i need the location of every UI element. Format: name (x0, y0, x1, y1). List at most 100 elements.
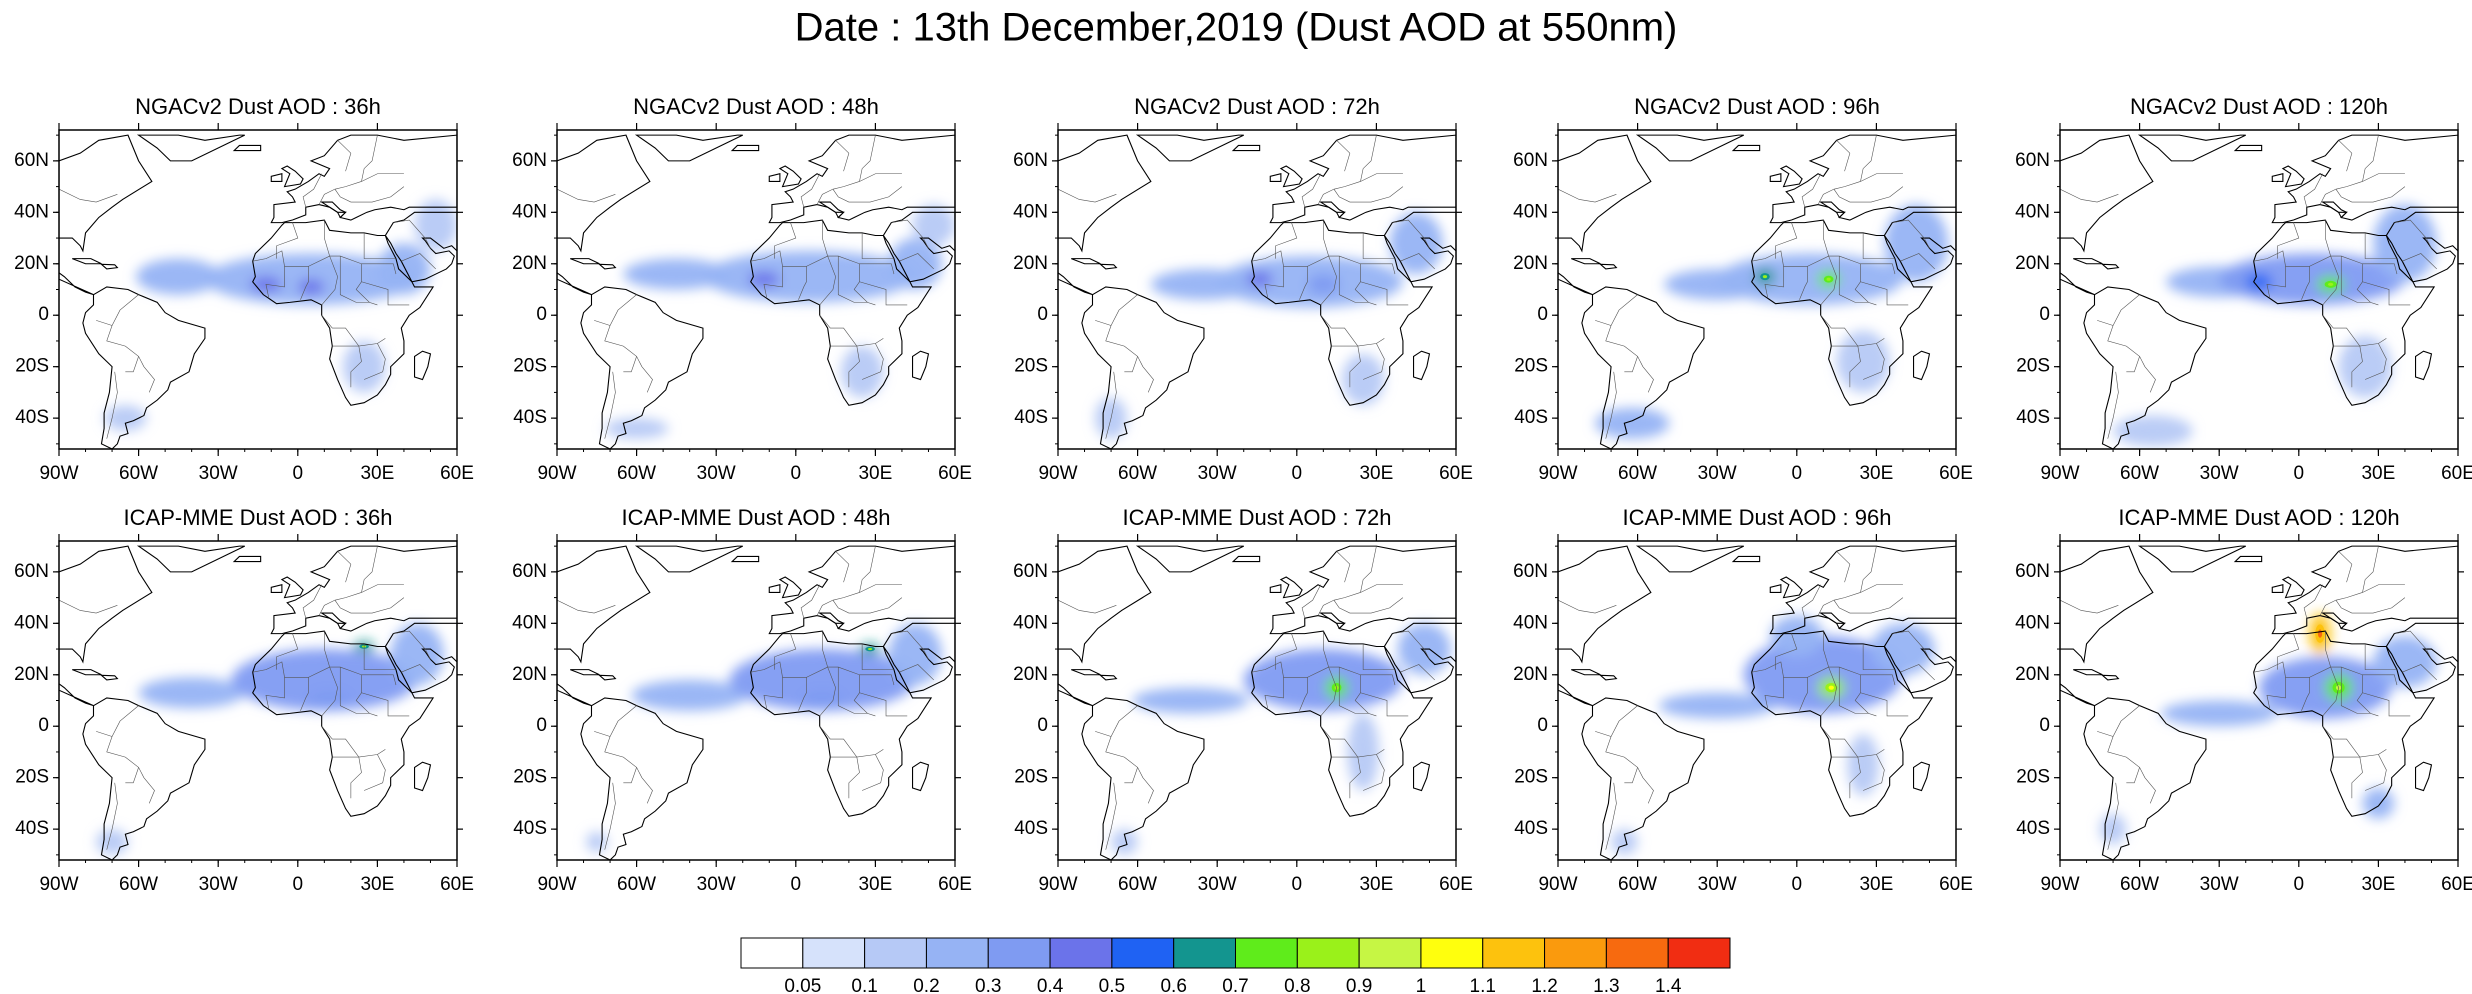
panel-title: ICAP-MME Dust AOD : 96h (1623, 505, 1892, 530)
lon-tick-label: 30E (2361, 874, 2395, 895)
colorbar-swatch (1049, 937, 1113, 969)
lat-tick-label: 20N (1013, 664, 1048, 685)
dust-plume (1770, 615, 1824, 657)
dust-field (2099, 613, 2437, 845)
dust-plume (631, 679, 749, 711)
dust-field (1595, 204, 1949, 439)
dust-hotspot-core (2317, 629, 2323, 638)
map-panel: ICAP-MME Dust AOD : 36h 60N 40N 20N 0 20S 40S 9… (14, 505, 474, 895)
map-panel: ICAP-MME Dust AOD : 72h 60N 40N 20N 0 20S 40S 9… (1013, 505, 1473, 895)
dust-plume (2245, 274, 2273, 290)
dust-plume (623, 258, 730, 290)
lat-tick-label: 0 (536, 715, 547, 736)
lat-tick-label: 20S (2016, 356, 2050, 377)
lat-tick-label: 60N (512, 150, 547, 171)
coastline (59, 544, 457, 860)
colorbar-swatch (1296, 937, 1360, 969)
lat-tick-label: 0 (2039, 715, 2050, 736)
lon-tick-label: 60E (440, 874, 474, 895)
colorbar-label: 1.1 (1470, 976, 1496, 994)
dust-hotspot-core (2327, 282, 2334, 286)
dust-plume (1611, 829, 1638, 855)
lon-tick-label: 30W (697, 463, 736, 484)
lon-tick-label: 0 (791, 463, 802, 484)
colorbar-label: 0.9 (1346, 976, 1372, 994)
lat-tick-label: 20N (1013, 253, 1048, 274)
lat-tick-label: 0 (38, 715, 49, 736)
map-frame (1057, 540, 1457, 861)
lat-tick-label: 20N (1513, 664, 1548, 685)
lat-tick-label: 0 (1037, 715, 1048, 736)
dust-plume (586, 831, 608, 853)
lon-tick-label: 60E (938, 874, 972, 895)
lon-tick-label: 60W (2120, 874, 2159, 895)
lon-tick-label: 30W (2200, 463, 2239, 484)
dust-plume (2219, 253, 2405, 305)
lon-tick-label: 60E (1939, 463, 1973, 484)
lon-tick-label: 0 (1792, 463, 1803, 484)
lon-tick-label: 90W (1038, 874, 1077, 895)
map-panel: NGACv2 Dust AOD : 36h 60N 40N 20N 0 20S 40S 90W… (14, 94, 474, 484)
lat-tick-label: 40S (1514, 407, 1548, 428)
dust-plume (1246, 271, 1273, 287)
lon-tick-label: 60W (1618, 463, 1657, 484)
dust-plume (297, 279, 325, 295)
lon-tick-label: 90W (537, 463, 576, 484)
lat-tick-label: 0 (2039, 304, 2050, 325)
lon-tick-label: 0 (791, 874, 802, 895)
lon-tick-label: 30E (360, 463, 394, 484)
lon-tick-label: 60W (1618, 874, 1657, 895)
lon-tick-label: 30W (199, 463, 238, 484)
lat-tick-label: 20S (1514, 356, 1548, 377)
colorbar-swatch (1544, 937, 1607, 969)
lon-tick-label: 30W (2200, 874, 2239, 895)
colorbar-swatch (1605, 937, 1669, 969)
colorbar-label: 0.1 (851, 976, 877, 994)
lon-tick-label: 30W (1198, 874, 1237, 895)
dust-plume (104, 405, 147, 431)
lat-tick-label: 0 (38, 304, 49, 325)
panel-title: ICAP-MME Dust AOD : 72h (1123, 505, 1392, 530)
lat-tick-label: 40N (512, 612, 547, 633)
lon-tick-label: 60W (1118, 874, 1157, 895)
lat-tick-label: 20S (1014, 767, 1048, 788)
colorbar-swatch (1111, 937, 1175, 969)
lat-tick-label: 60N (2015, 561, 2050, 582)
dust-plume (748, 271, 780, 287)
dust-plume (1389, 212, 1443, 275)
lat-tick-label: 40N (14, 201, 49, 222)
lon-tick-label: 30W (1198, 463, 1237, 484)
lat-tick-label: 40N (1513, 201, 1548, 222)
dust-plume (342, 340, 386, 393)
lon-tick-label: 90W (1538, 874, 1577, 895)
lat-tick-label: 60N (14, 150, 49, 171)
dust-plume (2373, 636, 2437, 688)
lon-tick-label: 30W (1698, 874, 1737, 895)
dust-hotspot-core (1826, 277, 1831, 281)
dust-plume (1871, 623, 1935, 675)
lat-tick-label: 40S (15, 407, 49, 428)
dust-plume (1341, 353, 1385, 406)
dust-plume (96, 829, 128, 855)
colorbar-label: 0.6 (1160, 976, 1186, 994)
dust-plume (840, 346, 884, 398)
lon-tick-label: 60W (2120, 463, 2159, 484)
colorbar-swatch (802, 937, 866, 969)
lon-tick-label: 30W (199, 874, 238, 895)
lon-tick-label: 0 (1292, 874, 1303, 895)
colorbar-label: 1 (1416, 976, 1427, 994)
dust-plume (1847, 733, 1880, 796)
dust-field (1095, 212, 1443, 439)
lon-tick-label: 60E (1439, 874, 1473, 895)
lat-tick-label: 0 (1537, 304, 1548, 325)
lat-tick-label: 40N (2015, 612, 2050, 633)
lat-tick-label: 40N (512, 201, 547, 222)
colorbar-label: 0.8 (1284, 976, 1310, 994)
dust-plume (1347, 713, 1380, 791)
map-panel: ICAP-MME Dust AOD : 120h 60N 40N 20N 0 20S 40S… (2015, 505, 2472, 895)
colorbar-swatch (987, 937, 1051, 969)
colorbar-swatch (1235, 937, 1298, 969)
lat-tick-label: 40N (1013, 201, 1048, 222)
dust-hotspot-core (1828, 685, 1834, 690)
dust-field (2113, 204, 2437, 447)
